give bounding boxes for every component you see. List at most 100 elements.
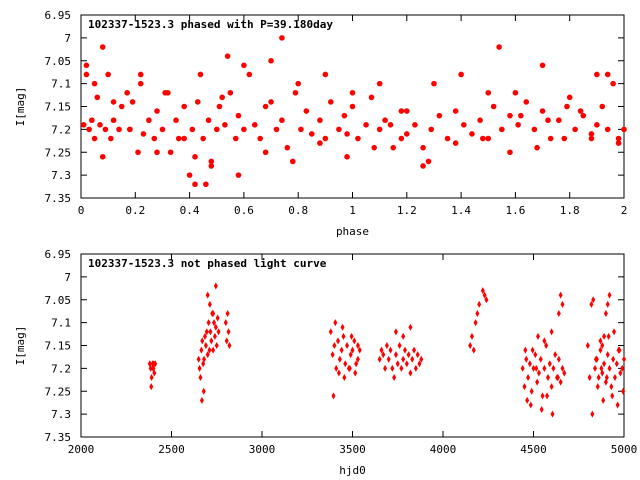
data-point <box>556 355 561 363</box>
data-point <box>197 364 202 372</box>
data-point <box>225 309 230 317</box>
data-point <box>531 364 536 372</box>
data-point <box>203 181 209 188</box>
data-point <box>94 94 101 101</box>
data-point <box>452 108 459 114</box>
y-tick-label: 7.1 <box>51 78 71 91</box>
data-point <box>376 126 383 133</box>
data-point <box>553 351 558 359</box>
data-point <box>560 364 565 372</box>
data-point <box>337 355 342 363</box>
data-point <box>279 35 285 41</box>
data-point <box>610 392 615 400</box>
data-point <box>556 117 562 124</box>
data-point <box>214 342 219 349</box>
data-point <box>540 392 545 400</box>
data-point <box>334 364 339 372</box>
data-point <box>332 342 337 349</box>
data-point <box>355 342 360 349</box>
data-point <box>205 351 210 359</box>
data-point <box>345 342 350 349</box>
data-point <box>386 355 391 363</box>
data-point <box>431 80 437 87</box>
data-point <box>331 392 336 400</box>
data-point <box>268 57 274 64</box>
data-point <box>227 89 234 96</box>
data-point <box>468 342 473 349</box>
data-point <box>322 71 329 78</box>
data-point <box>536 332 541 340</box>
data-point <box>159 126 166 133</box>
data-point <box>547 360 552 368</box>
data-point <box>209 337 214 345</box>
data-point <box>192 181 198 188</box>
x-tick-label: 0 <box>78 204 85 217</box>
data-point <box>224 53 231 59</box>
data-point <box>587 374 592 382</box>
data-point <box>235 112 242 119</box>
data-point <box>382 117 388 124</box>
data-point <box>292 89 299 96</box>
data-point <box>298 126 304 133</box>
data-point <box>420 144 426 151</box>
x-tick-label: 1.2 <box>397 204 417 217</box>
data-point <box>99 44 106 50</box>
data-point <box>116 126 122 133</box>
x-tick-label: 3000 <box>249 443 276 456</box>
data-point <box>341 112 348 119</box>
data-points <box>80 35 627 188</box>
data-point <box>363 122 369 128</box>
data-point <box>154 149 160 156</box>
data-point <box>444 135 451 142</box>
chart-title: 102337-1523.3 phased with P=39.180day <box>88 18 333 31</box>
data-point <box>317 140 323 146</box>
data-point <box>547 135 554 142</box>
data-point <box>605 300 610 308</box>
data-point <box>600 342 605 349</box>
data-point <box>371 144 378 151</box>
data-point <box>129 99 136 105</box>
data-point <box>545 392 550 400</box>
data-point <box>202 355 207 363</box>
data-point <box>401 332 406 340</box>
data-point <box>205 117 212 124</box>
y-tick-label: 7 <box>64 271 71 284</box>
data-point <box>383 364 388 372</box>
data-point <box>577 108 584 114</box>
data-point <box>384 342 389 349</box>
data-point <box>213 323 218 331</box>
data-point <box>137 80 144 87</box>
data-point <box>146 117 152 124</box>
data-point <box>376 80 383 87</box>
data-point <box>167 149 174 156</box>
data-point <box>550 410 555 418</box>
data-point <box>415 351 420 359</box>
data-point <box>102 126 109 133</box>
x-tick-label: 1.8 <box>560 204 580 217</box>
x-tick-label: 1 <box>349 204 356 217</box>
data-point <box>215 314 220 322</box>
data-point <box>523 99 530 105</box>
y-tick-label: 7 <box>64 32 71 45</box>
data-point <box>398 108 405 114</box>
data-point <box>186 172 193 178</box>
data-point <box>197 71 204 78</box>
x-tick-label: 4000 <box>430 443 457 456</box>
data-point <box>410 355 415 363</box>
data-point <box>404 131 410 137</box>
data-point <box>224 337 229 345</box>
data-point <box>341 332 346 340</box>
data-point <box>599 103 606 110</box>
data-point <box>198 374 203 382</box>
data-point <box>127 126 133 133</box>
data-point <box>452 140 459 146</box>
data-point <box>539 406 544 414</box>
data-point <box>425 158 432 165</box>
data-point <box>355 135 361 142</box>
data-point <box>262 149 269 156</box>
data-point <box>208 158 215 165</box>
data-point <box>251 122 258 128</box>
data-point <box>485 135 492 142</box>
data-point <box>342 374 347 382</box>
